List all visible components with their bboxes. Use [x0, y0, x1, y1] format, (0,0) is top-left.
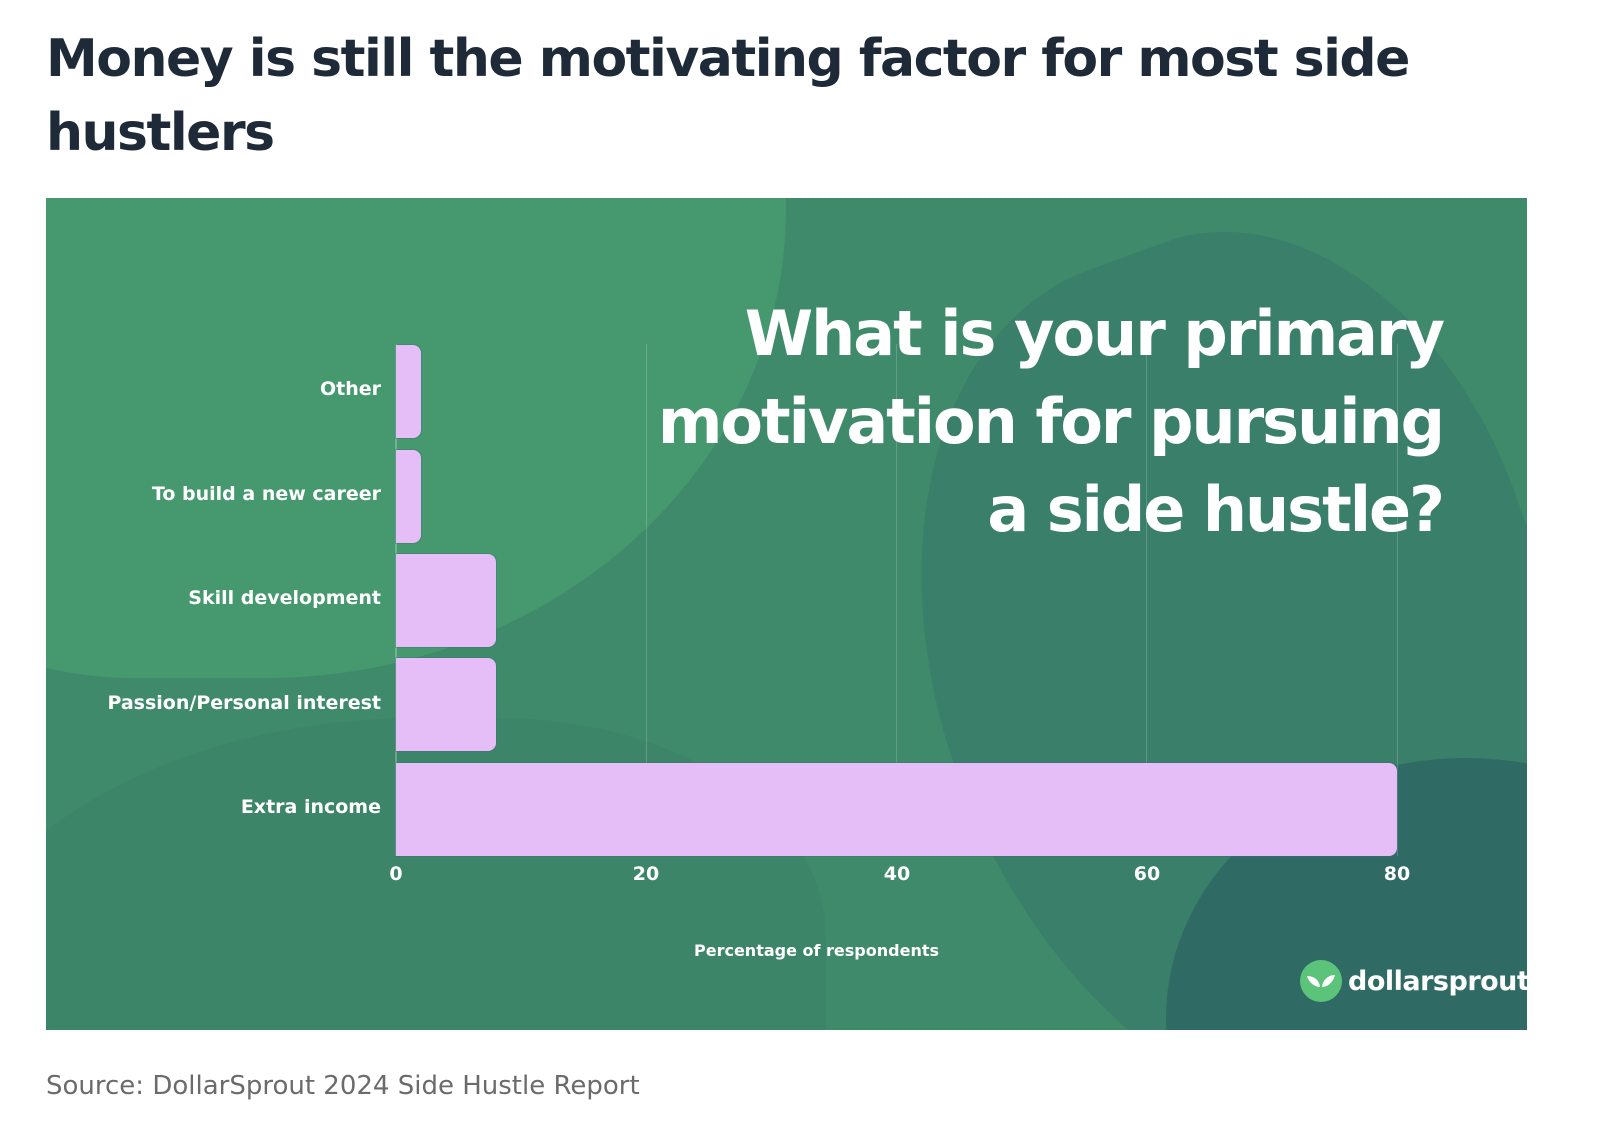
- x-tick: 20: [632, 863, 660, 885]
- gridline-20: [646, 344, 647, 856]
- bar-new-career: [396, 450, 421, 543]
- bar-other: [396, 345, 421, 438]
- x-tick: 40: [883, 863, 911, 885]
- category-label: Passion/Personal interest: [107, 692, 381, 714]
- x-tick: 60: [1133, 863, 1161, 885]
- x-axis-label: Percentage of respondents: [694, 941, 940, 960]
- logo-text: dollarsprout: [1348, 965, 1527, 997]
- bar-extra-income: [396, 763, 1397, 856]
- dollarsprout-logo: dollarsprout: [1300, 960, 1527, 1002]
- source-caption: Source: DollarSprout 2024 Side Hustle Re…: [46, 1071, 640, 1101]
- gridline-60: [1146, 344, 1147, 856]
- category-label: Other: [319, 378, 381, 400]
- category-label: To build a new career: [151, 483, 381, 505]
- chart-panel: What is your primary motivation for purs…: [46, 198, 1527, 1030]
- category-label: Skill development: [188, 587, 381, 609]
- page-headline: Money is still the motivating factor for…: [46, 29, 1410, 163]
- chart-title: What is your primary motivation for purs…: [657, 297, 1445, 546]
- x-tick: 80: [1383, 863, 1411, 885]
- gridline-40: [896, 344, 897, 856]
- bar-passion: [396, 658, 496, 751]
- x-tick: 0: [389, 863, 403, 885]
- gridline-80: [1397, 344, 1398, 856]
- bar-skill-development: [396, 554, 496, 647]
- category-label: Extra income: [240, 796, 381, 818]
- sprout-leaf-icon: [1300, 960, 1342, 1002]
